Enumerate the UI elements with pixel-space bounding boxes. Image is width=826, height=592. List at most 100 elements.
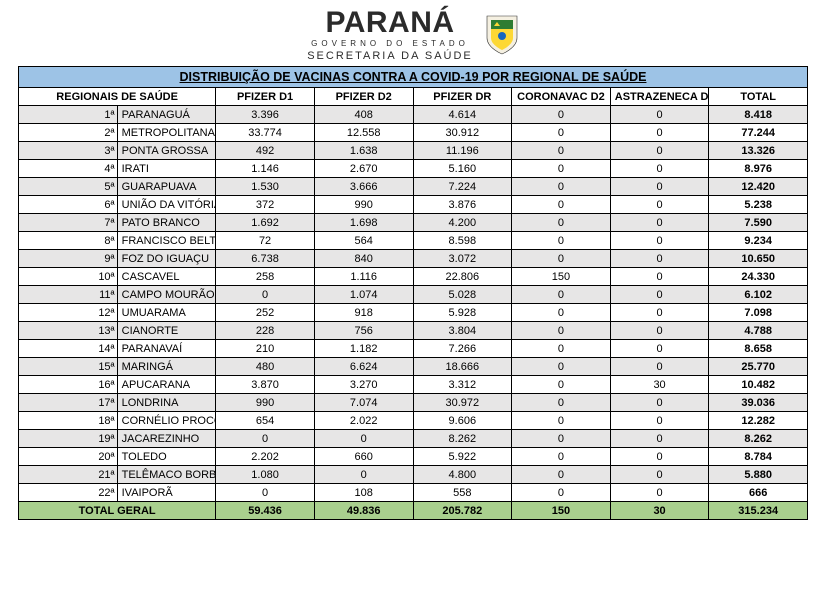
row-index: 18ª [19, 412, 118, 430]
cell-pfizer-d2: 3.270 [314, 376, 413, 394]
cell-total: 8.262 [709, 430, 808, 448]
cell-pfizer-d2: 1.182 [314, 340, 413, 358]
cell-total: 8.976 [709, 160, 808, 178]
cell-pfizer-d2: 12.558 [314, 124, 413, 142]
row-index: 11ª [19, 286, 118, 304]
cell-total: 666 [709, 484, 808, 502]
table-row: 8ªFRANCISCO BELTRÃO725648.598009.234 [19, 232, 808, 250]
cell-pfizer-d2: 990 [314, 196, 413, 214]
cell-coronavac-d2: 0 [512, 448, 611, 466]
row-region-name: FRANCISCO BELTRÃO [117, 232, 216, 250]
cell-astrazeneca-d2: 0 [610, 250, 709, 268]
cell-astrazeneca-d2: 0 [610, 160, 709, 178]
cell-pfizer-dr: 558 [413, 484, 512, 502]
cell-pfizer-dr: 3.072 [413, 250, 512, 268]
row-region-name: PARANAGUÁ [117, 106, 216, 124]
cell-astrazeneca-d2: 0 [610, 466, 709, 484]
cell-coronavac-d2: 0 [512, 142, 611, 160]
cell-pfizer-d2: 408 [314, 106, 413, 124]
secretaria-subtitle: SECRETARIA DA SAÚDE [307, 51, 473, 62]
row-index: 20ª [19, 448, 118, 466]
cell-coronavac-d2: 0 [512, 394, 611, 412]
cell-pfizer-dr: 3.876 [413, 196, 512, 214]
row-region-name: CASCAVEL [117, 268, 216, 286]
row-region-name: TELÊMACO BORBA [117, 466, 216, 484]
cell-coronavac-d2: 0 [512, 178, 611, 196]
row-region-name: PONTA GROSSA [117, 142, 216, 160]
cell-pfizer-dr: 9.606 [413, 412, 512, 430]
row-index: 10ª [19, 268, 118, 286]
gov-subtitle: GOVERNO DO ESTADO [311, 40, 469, 48]
cell-pfizer-d2: 6.624 [314, 358, 413, 376]
cell-pfizer-dr: 22.806 [413, 268, 512, 286]
table-row: 16ªAPUCARANA3.8703.2703.31203010.482 [19, 376, 808, 394]
cell-total: 6.102 [709, 286, 808, 304]
row-index: 14ª [19, 340, 118, 358]
cell-coronavac-d2: 0 [512, 106, 611, 124]
table-row: 15ªMARINGÁ4806.62418.6660025.770 [19, 358, 808, 376]
cell-pfizer-dr: 30.912 [413, 124, 512, 142]
col-pfizer-d1: PFIZER D1 [216, 88, 315, 106]
grand-pfizer-d1: 59.436 [216, 502, 315, 520]
logo-text-block: PARANÁ GOVERNO DO ESTADO SECRETARIA DA S… [307, 8, 473, 62]
cell-pfizer-d1: 210 [216, 340, 315, 358]
row-index: 2ª [19, 124, 118, 142]
cell-coronavac-d2: 0 [512, 160, 611, 178]
cell-astrazeneca-d2: 0 [610, 394, 709, 412]
row-region-name: GUARAPUAVA [117, 178, 216, 196]
row-region-name: PATO BRANCO [117, 214, 216, 232]
table-row: 17ªLONDRINA9907.07430.9720039.036 [19, 394, 808, 412]
row-region-name: JACAREZINHO [117, 430, 216, 448]
cell-pfizer-d1: 1.146 [216, 160, 315, 178]
row-index: 7ª [19, 214, 118, 232]
cell-astrazeneca-d2: 0 [610, 268, 709, 286]
cell-total: 5.880 [709, 466, 808, 484]
table-row: 7ªPATO BRANCO1.6921.6984.200007.590 [19, 214, 808, 232]
row-region-name: IVAIPORÃ [117, 484, 216, 502]
row-region-name: METROPOLITANA [117, 124, 216, 142]
table-row: 11ªCAMPO MOURÃO01.0745.028006.102 [19, 286, 808, 304]
cell-pfizer-d1: 228 [216, 322, 315, 340]
row-index: 4ª [19, 160, 118, 178]
cell-pfizer-dr: 4.200 [413, 214, 512, 232]
cell-total: 12.420 [709, 178, 808, 196]
row-index: 15ª [19, 358, 118, 376]
row-region-name: LONDRINA [117, 394, 216, 412]
row-index: 12ª [19, 304, 118, 322]
table-header-row: REGIONAIS DE SAÚDE PFIZER D1 PFIZER D2 P… [19, 88, 808, 106]
grand-total: 315.234 [709, 502, 808, 520]
col-coronavac-d2: CORONAVAC D2 [512, 88, 611, 106]
table-row: 20ªTOLEDO2.2026605.922008.784 [19, 448, 808, 466]
cell-astrazeneca-d2: 0 [610, 484, 709, 502]
table-row: 3ªPONTA GROSSA4921.63811.1960013.326 [19, 142, 808, 160]
cell-astrazeneca-d2: 0 [610, 142, 709, 160]
cell-astrazeneca-d2: 0 [610, 448, 709, 466]
cell-pfizer-dr: 30.972 [413, 394, 512, 412]
cell-pfizer-dr: 5.928 [413, 304, 512, 322]
row-index: 3ª [19, 142, 118, 160]
cell-pfizer-d1: 33.774 [216, 124, 315, 142]
cell-total: 10.650 [709, 250, 808, 268]
cell-pfizer-dr: 5.028 [413, 286, 512, 304]
cell-coronavac-d2: 0 [512, 484, 611, 502]
cell-pfizer-d1: 0 [216, 286, 315, 304]
table-container: DISTRIBUIÇÃO DE VACINAS CONTRA A COVID-1… [0, 66, 826, 520]
cell-total: 25.770 [709, 358, 808, 376]
cell-pfizer-d1: 6.738 [216, 250, 315, 268]
cell-pfizer-d1: 990 [216, 394, 315, 412]
cell-total: 24.330 [709, 268, 808, 286]
cell-astrazeneca-d2: 0 [610, 304, 709, 322]
grand-coronavac-d2: 150 [512, 502, 611, 520]
table-row: 13ªCIANORTE2287563.804004.788 [19, 322, 808, 340]
vaccine-distribution-table: DISTRIBUIÇÃO DE VACINAS CONTRA A COVID-1… [18, 66, 808, 520]
row-index: 21ª [19, 466, 118, 484]
table-row: 12ªUMUARAMA2529185.928007.098 [19, 304, 808, 322]
cell-total: 9.234 [709, 232, 808, 250]
table-row: 14ªPARANAVAÍ2101.1827.266008.658 [19, 340, 808, 358]
cell-pfizer-d2: 2.670 [314, 160, 413, 178]
cell-astrazeneca-d2: 30 [610, 376, 709, 394]
row-region-name: TOLEDO [117, 448, 216, 466]
cell-pfizer-d2: 108 [314, 484, 413, 502]
state-name: PARANÁ [325, 8, 454, 38]
grand-pfizer-dr: 205.782 [413, 502, 512, 520]
